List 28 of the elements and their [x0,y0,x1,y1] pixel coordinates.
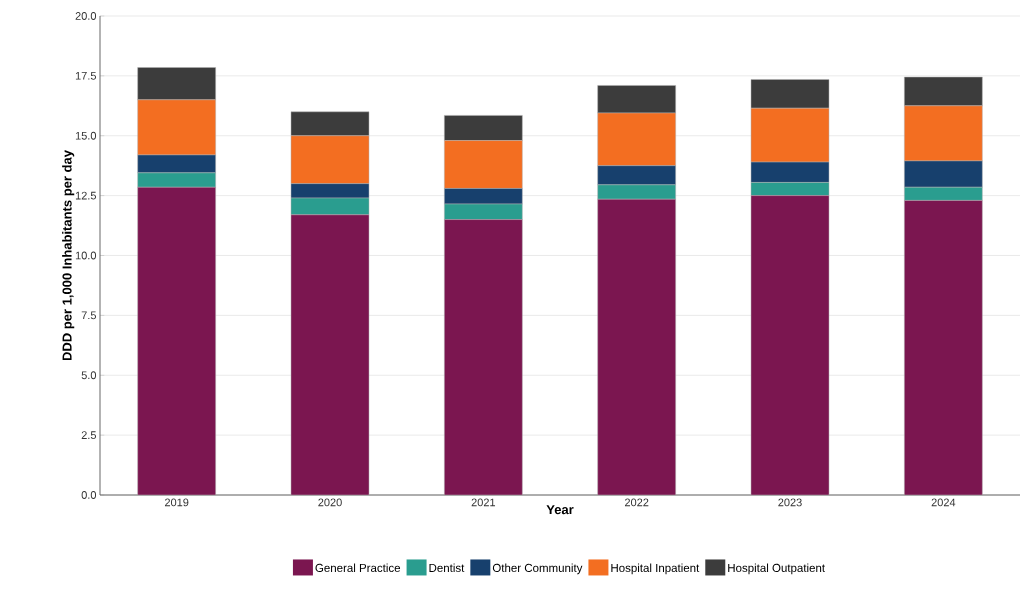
bar [597,198,676,495]
bar [750,195,830,495]
y-axis-title: DDD per 1,000 Inhabitants per day [62,150,75,361]
x-axis-title: Year [546,505,574,515]
legend-label: Dentist [429,563,465,572]
x-tick-label: 2019 [164,498,189,507]
y-tick-label: 17.5 [75,72,97,80]
y-tick-label: 5.0 [81,371,97,380]
bar [444,219,523,495]
legend-label: Hospital Inpatient [611,563,700,575]
x-tick-label: 2021 [471,498,496,507]
y-tick-label: 7.5 [81,311,97,320]
y-tick-label: 12.5 [75,191,97,200]
x-tick-label: 2022 [624,498,649,507]
legend-label: Other Community [492,563,583,575]
bar [290,214,370,495]
x-tick-label: 2023 [778,498,802,507]
x-tick-label: 2020 [318,498,342,507]
y-tick-label: 20.0 [75,12,97,20]
y-tick-label: 10.0 [75,251,97,260]
y-tick-label: 0.0 [81,491,97,499]
legend-label: Hospital Outpatient [728,563,825,575]
bar [137,186,216,495]
y-tick-label: 2.5 [81,431,97,440]
x-tick-label: 2024 [931,498,956,507]
bar [904,200,983,495]
y-tick-label: 15.0 [75,131,97,140]
legend-label: General Practice [315,563,401,572]
